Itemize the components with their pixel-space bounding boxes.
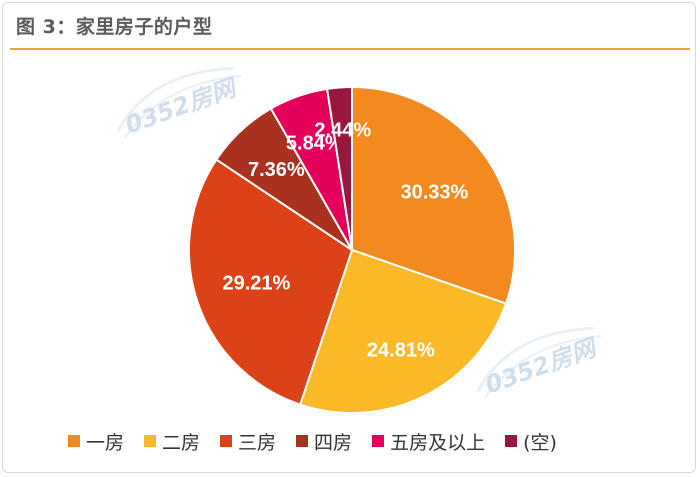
slice-data-label: 2.44%: [314, 120, 371, 142]
watermark-logo: 0352房网: [95, 46, 256, 152]
slice-data-label: 24.81%: [367, 340, 435, 362]
figure-title: 图 3：家里房子的户型: [16, 16, 213, 38]
watermark-logo-icon: [116, 66, 242, 138]
slice-data-label: 30.33%: [400, 181, 468, 203]
legend-item: (空): [505, 428, 557, 455]
legend-item: 四房: [296, 428, 352, 455]
legend-label: 三房: [238, 431, 277, 454]
legend-label: 一房: [86, 431, 125, 454]
watermark-logo-icon: [476, 326, 602, 398]
legend-label: 二房: [162, 431, 201, 454]
legend-item: 三房: [220, 428, 276, 455]
slice-data-label: 29.21%: [222, 273, 290, 295]
legend-label: 五房及以上: [390, 431, 486, 454]
pie-slice: [298, 248, 508, 414]
legend-item: 五房及以上: [372, 428, 485, 455]
slice-data-label: 5.84%: [286, 132, 343, 154]
legend-label: 四房: [314, 431, 353, 454]
watermark-logo: 0352房网: [455, 306, 616, 412]
legend-item: 二房: [144, 428, 200, 455]
legend-item: 一房: [68, 428, 124, 455]
slice-data-label: 7.36%: [248, 159, 305, 181]
legend-swatch: [68, 435, 80, 447]
legend-label: (空): [523, 431, 557, 454]
title-divider: [10, 48, 690, 50]
pie-slice: [351, 85, 516, 305]
legend-swatch: [296, 435, 309, 447]
chart-legend: 一房 二房 三房 四房 五房及以上 (空): [68, 428, 668, 454]
legend-swatch: [372, 435, 385, 447]
legend-swatch: [220, 435, 233, 447]
legend-swatch: [144, 435, 157, 447]
pie-slice: [325, 85, 353, 251]
pie-slice: [188, 158, 354, 406]
legend-swatch: [505, 435, 518, 447]
